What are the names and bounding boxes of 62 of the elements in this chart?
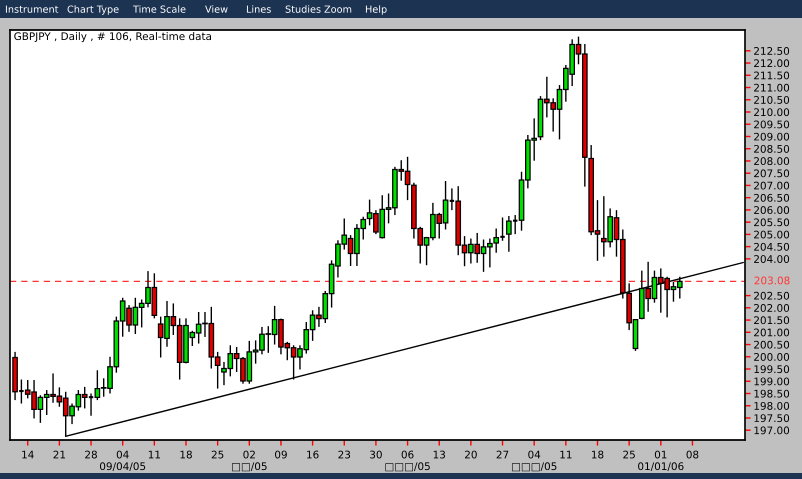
y-tick-label: 201.00 bbox=[754, 328, 790, 336]
y-tick-label: 210.00 bbox=[754, 108, 790, 116]
y-tick-label: 197.00 bbox=[754, 426, 790, 434]
y-tick-label: 202.00 bbox=[754, 304, 790, 312]
x-tick-label: 20 bbox=[465, 450, 477, 458]
x-tick-label: 25 bbox=[212, 450, 224, 458]
x-tick-label: 02 □□/05 bbox=[232, 450, 267, 472]
x-tick-label: 27 bbox=[496, 450, 508, 458]
y-tick-label: 208.00 bbox=[754, 157, 790, 166]
x-tick-label: 01 01/01/06 bbox=[638, 450, 684, 471]
y-tick-label: 204.00 bbox=[754, 255, 790, 263]
text: View bbox=[205, 5, 228, 13]
y-tick-label: 197.50 bbox=[754, 414, 790, 422]
y-tick-label: 209.00 bbox=[754, 132, 790, 141]
x-tick-label: 28 bbox=[85, 450, 97, 458]
y-tick-label: 198.00 bbox=[754, 402, 790, 410]
x-tick-label: 16 bbox=[307, 450, 319, 458]
text: Studies bbox=[286, 5, 321, 13]
text: Help bbox=[366, 5, 387, 15]
ref-line-label: 203.08 bbox=[754, 276, 790, 284]
text: Time Scale bbox=[132, 5, 186, 13]
x-tick-label: 25 bbox=[623, 450, 635, 458]
y-tick-label: 207.00 bbox=[754, 182, 790, 190]
text: Instrument bbox=[6, 6, 58, 13]
y-tick-label: 200.50 bbox=[754, 340, 790, 349]
y-tick-label: 199.00 bbox=[754, 377, 790, 386]
text: Lines bbox=[246, 5, 271, 13]
chart-title: GBPJPY , Daily , # 106, Real-time data bbox=[14, 32, 211, 42]
y-tick-label: 212.00 bbox=[754, 59, 790, 68]
x-tick-label: 04 □□□/05 bbox=[512, 450, 556, 472]
x-tick-label: 21 bbox=[54, 450, 66, 458]
y-tick-label: 211.00 bbox=[754, 84, 790, 92]
y-tick-label: 202.50 bbox=[754, 292, 790, 300]
y-tick-label: 205.00 bbox=[754, 230, 790, 238]
y-tick-label: 201.50 bbox=[754, 316, 790, 324]
y-tick-label: 206.50 bbox=[754, 194, 790, 202]
x-tick-label: 18 bbox=[592, 450, 604, 458]
y-tick-label: 198.50 bbox=[754, 390, 790, 398]
x-tick-label: 11 bbox=[148, 450, 160, 458]
text: Chart Type bbox=[68, 5, 119, 15]
x-tick-label: 08 bbox=[686, 450, 698, 458]
y-tick-label: 211.50 bbox=[754, 72, 790, 80]
x-tick-label: 13 bbox=[434, 450, 446, 458]
x-tick-label: 04 09/04/05 bbox=[100, 450, 146, 471]
y-tick-label: 199.50 bbox=[754, 365, 790, 374]
y-tick-label: 204.50 bbox=[754, 242, 790, 251]
y-tick-label: 209.50 bbox=[754, 120, 790, 128]
y-tick-label: 206.00 bbox=[754, 206, 790, 214]
text: Zoom bbox=[324, 6, 352, 13]
x-tick-label: 06 □□□/05 bbox=[385, 450, 430, 472]
y-tick-label: 207.50 bbox=[754, 169, 790, 178]
y-tick-label: 210.50 bbox=[754, 96, 790, 104]
y-tick-label: 212.50 bbox=[754, 47, 790, 55]
y-tick-label: 200.00 bbox=[754, 353, 790, 361]
x-tick-label: 23 bbox=[338, 450, 350, 458]
x-tick-label: 14 bbox=[22, 450, 34, 458]
y-tick-label: 208.50 bbox=[754, 144, 790, 153]
x-tick-label: 09 bbox=[275, 450, 287, 458]
x-tick-label: 18 bbox=[180, 450, 192, 458]
x-tick-label: 11 bbox=[560, 450, 572, 458]
y-tick-label: 205.50 bbox=[754, 218, 790, 226]
x-tick-label: 30 bbox=[370, 450, 382, 458]
